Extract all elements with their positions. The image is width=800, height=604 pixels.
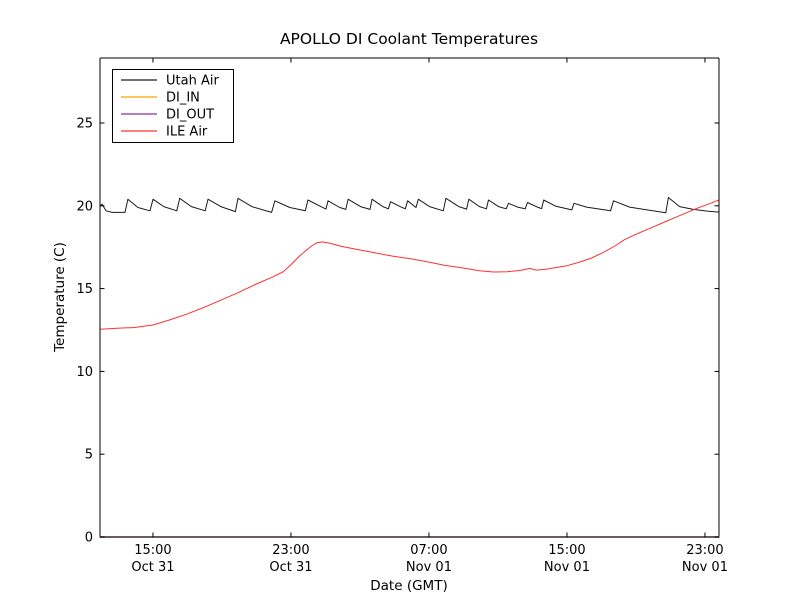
x-tick-time-label: 15:00 — [134, 543, 171, 558]
x-axis-label: Date (GMT) — [370, 578, 447, 594]
line-utah-air — [99, 197, 719, 214]
y-tick-label: 0 — [85, 531, 93, 546]
y-tick-label: 25 — [76, 117, 93, 132]
y-tick-label: 20 — [76, 199, 93, 214]
plot-area: 15:00 Oct 31 23:00 Oct 31 07:00 Nov 01 15:00 No… — [76, 57, 728, 575]
y-axis-label: Temperature (C) — [52, 242, 68, 353]
y-tick-label: 5 — [85, 448, 93, 463]
x-tick-date-label: Nov 01 — [406, 560, 452, 575]
legend: Utah Air DI_IN DI_OUT ILE Air — [112, 69, 234, 143]
legend-label-di-in: DI_IN — [166, 91, 200, 106]
x-tick-time-label: 23:00 — [686, 543, 723, 558]
x-tick-date-label: Oct 31 — [131, 560, 174, 575]
x-tick-time-label: 15:00 — [548, 543, 585, 558]
x-tick-date-label: Nov 01 — [544, 560, 590, 575]
x-tick-date-label: Oct 31 — [269, 560, 312, 575]
chart-title: APOLLO DI Coolant Temperatures — [280, 30, 538, 48]
x-tick-time-label: 23:00 — [272, 543, 309, 558]
y-tick-label: 10 — [76, 365, 93, 380]
legend-box — [112, 69, 234, 143]
legend-label-ile-air: ILE Air — [166, 125, 208, 140]
x-tick-date-label: Nov 01 — [682, 560, 728, 575]
y-tick-label: 15 — [76, 282, 93, 297]
x-tick-time-label: 07:00 — [410, 543, 447, 558]
line-ile-air — [99, 199, 720, 330]
legend-label-utah-air: Utah Air — [166, 74, 219, 89]
legend-label-di-out: DI_OUT — [166, 108, 214, 123]
